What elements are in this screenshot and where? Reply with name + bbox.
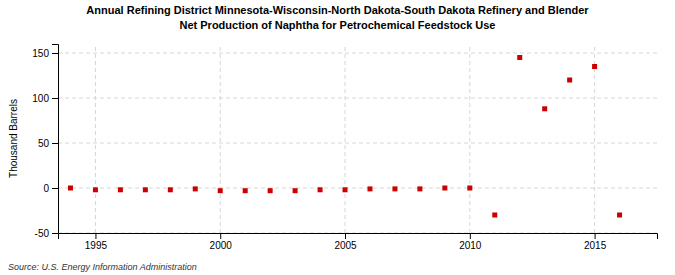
y-tick-mark: [52, 53, 58, 54]
x-tick-label: 2005: [334, 240, 357, 251]
y-tick-label: 150: [32, 48, 49, 59]
point: [617, 213, 622, 218]
point: [567, 78, 572, 83]
x-tick-label: 1995: [85, 240, 108, 251]
x-tick-label: 2010: [459, 240, 482, 251]
point: [268, 188, 273, 193]
point: [218, 188, 223, 193]
point: [367, 186, 372, 191]
point: [318, 187, 323, 192]
point: [467, 186, 472, 191]
grid-line-x: [95, 44, 96, 233]
x-tick-mark: [345, 233, 346, 239]
y-tick: -50: [35, 228, 58, 239]
point: [93, 187, 98, 192]
grid-line-y: [58, 98, 657, 99]
point: [343, 187, 348, 192]
x-tick-mark: [95, 233, 96, 239]
point: [542, 106, 547, 111]
point: [592, 64, 597, 69]
grid-line-x: [594, 44, 595, 233]
chart-container: 1995 2000 2005 2010 2015 -50 0 50 100 150 Annual R…: [0, 0, 675, 275]
y-tick-label: 0: [43, 183, 49, 194]
title: Annual Refining District Minnesota-Wisco…: [86, 4, 589, 16]
y-tick: 0: [43, 183, 58, 194]
point: [392, 186, 397, 191]
x-axis: 1995 2000 2005 2010 2015: [59, 233, 658, 251]
source: Source: U.S. Energy Information Administ…: [8, 262, 197, 272]
grid-line-x: [345, 44, 346, 233]
points: [68, 55, 622, 218]
point: [118, 187, 123, 192]
y-axis-title: Thousand Barrels: [8, 99, 19, 178]
x-tick-mark: [470, 233, 471, 239]
y-axis: -50 0 50 100 150: [32, 45, 58, 239]
x-axis-line: [59, 234, 658, 240]
grid-line-y: [58, 53, 657, 54]
y-tick-label: 50: [38, 138, 50, 149]
point: [293, 188, 298, 193]
point: [243, 188, 248, 193]
point: [417, 186, 422, 191]
y-axis-line: [52, 45, 59, 234]
point: [168, 187, 173, 192]
grid: [58, 44, 657, 233]
y-tick-label: -50: [35, 228, 50, 239]
point: [517, 55, 522, 60]
x-tick: 2015: [584, 233, 607, 251]
x-tick-mark: [220, 233, 221, 239]
point: [442, 186, 447, 191]
y-tick: 150: [32, 48, 58, 59]
grid-line-x: [469, 44, 470, 233]
x-tick: 2000: [210, 233, 233, 251]
subtitle: Net Production of Naphtha for Petrochemi…: [179, 19, 495, 31]
point: [143, 187, 148, 192]
x-tick: 2010: [459, 233, 482, 251]
y-tick: 100: [32, 93, 58, 104]
y-tick-mark: [52, 143, 58, 144]
x-tick: 2005: [334, 233, 357, 251]
point: [492, 213, 497, 218]
point: [68, 186, 73, 191]
chart: 1995 2000 2005 2010 2015 -50 0 50 100 150 Annual R…: [0, 0, 675, 275]
point: [193, 186, 198, 191]
y-tick-label: 100: [32, 93, 49, 104]
texts: Annual Refining District Minnesota-Wisco…: [8, 4, 590, 272]
x-tick-mark: [595, 233, 596, 239]
y-tick: 50: [38, 138, 58, 149]
y-tick-mark: [52, 233, 58, 234]
y-tick-mark: [52, 188, 58, 189]
grid-line-x: [220, 44, 221, 233]
x-tick: 1995: [85, 233, 108, 251]
grid-line-y: [58, 143, 657, 144]
x-tick-label: 2015: [584, 240, 607, 251]
x-tick-label: 2000: [210, 240, 233, 251]
y-tick-mark: [52, 98, 58, 99]
